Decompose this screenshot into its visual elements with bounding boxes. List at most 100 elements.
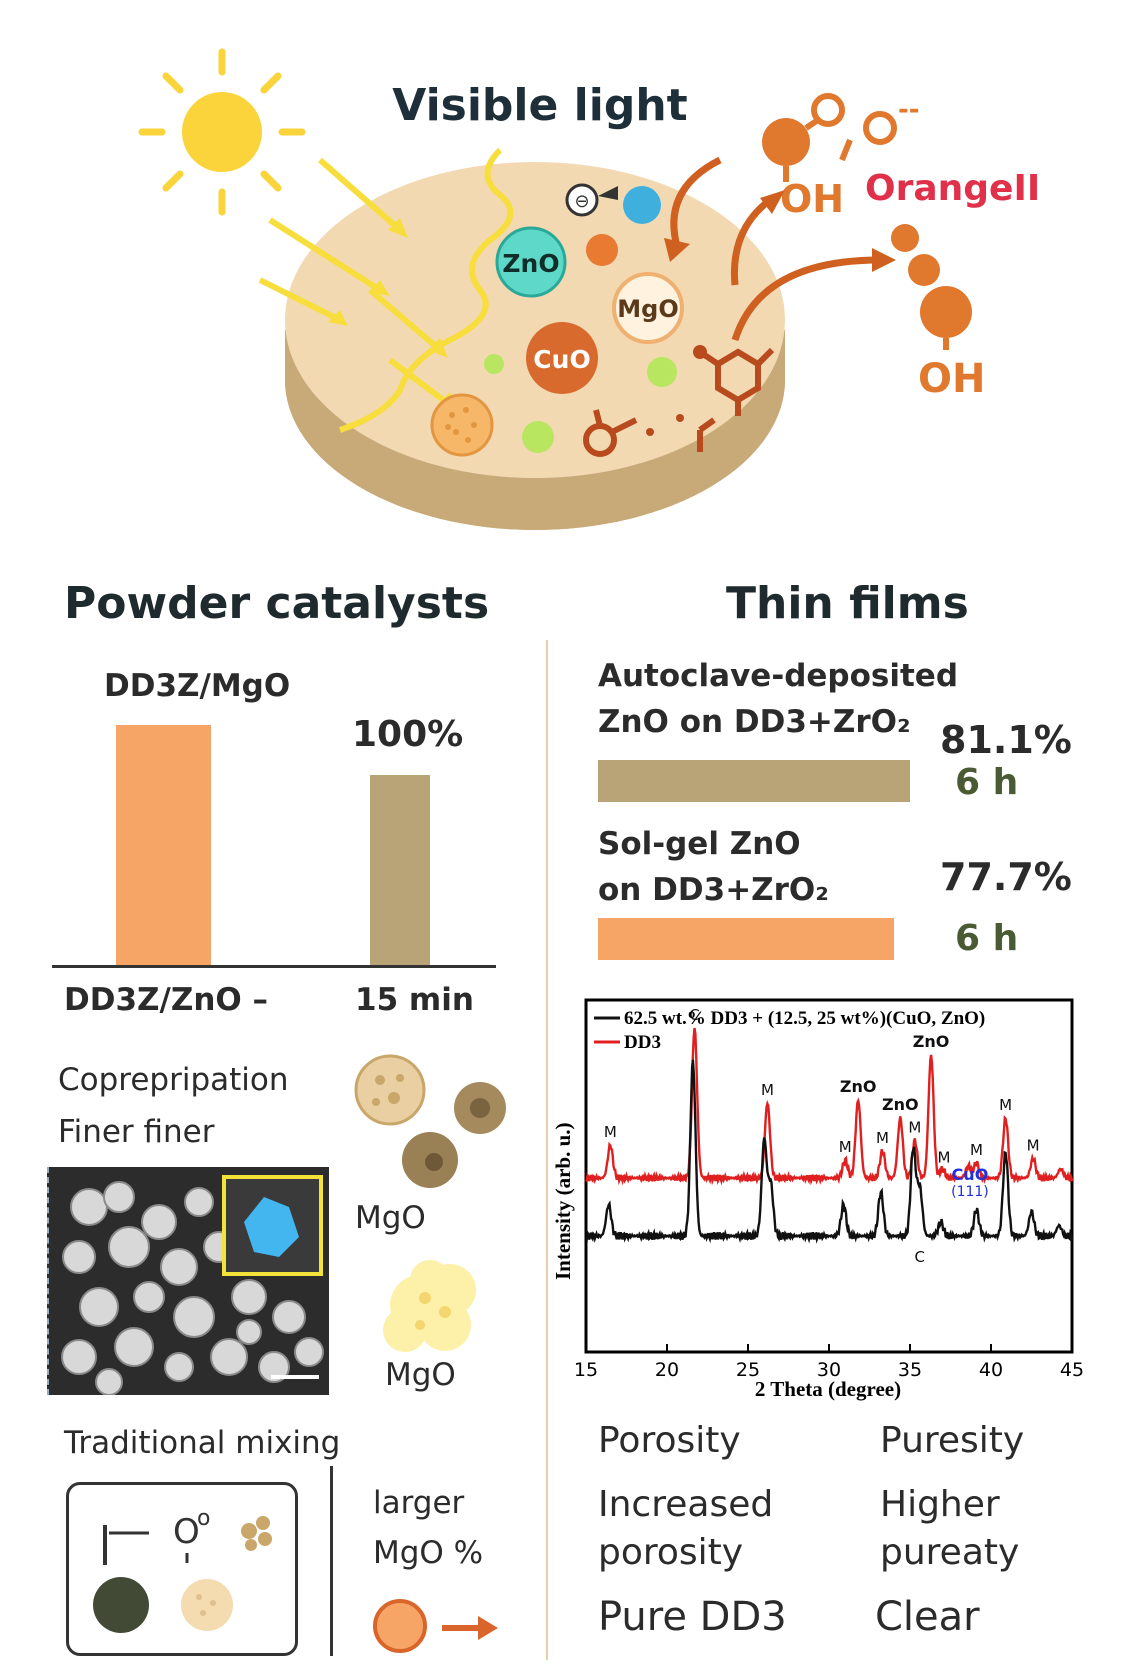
electron-arrow-icon: [598, 186, 618, 200]
zno-label: ZnO: [502, 249, 559, 278]
xrd-plot-frame: [584, 998, 1074, 1354]
clear-label: Clear: [875, 1594, 980, 1640]
film1-line1: Autoclave-deposited: [598, 658, 959, 694]
peak-annotation: ZnO: [882, 1095, 919, 1114]
svg-text:O: O: [173, 1512, 200, 1552]
x-tick-label: 15: [574, 1359, 598, 1381]
green-particle: [484, 354, 504, 374]
y-axis-label: Intensity (arb. u.): [551, 1122, 575, 1280]
mgo-porous-particle-icon: [354, 1054, 426, 1126]
dark-particle-icon: [93, 1577, 149, 1633]
reaction-arrows: [670, 156, 881, 342]
panel-divider: [546, 640, 548, 1660]
oh-radical-icon: [762, 118, 810, 182]
coprecip-label-2: Finer finer: [58, 1114, 215, 1150]
x-tick-label: 45: [1060, 1359, 1084, 1381]
dye-name-label: OrangeII: [865, 168, 1040, 209]
cuo-particle: [526, 322, 598, 394]
mgo-label: MgO: [617, 295, 678, 323]
cuo-label: CuO: [533, 345, 590, 374]
peak-annotation: M: [604, 1123, 617, 1141]
porosity-line1: Increased: [598, 1484, 774, 1525]
mgo-label-2: MgO: [385, 1357, 456, 1393]
film1-time: 6 h: [955, 762, 1019, 803]
film2-line1: Sol-gel ZnO: [598, 826, 801, 862]
hero-title: Visible light: [392, 80, 687, 131]
purity-line2: pureaty: [880, 1532, 1020, 1573]
larger-label-2: MgO %: [373, 1535, 484, 1571]
peak-annotation: M: [761, 1081, 774, 1099]
mgo-particle: [612, 272, 684, 344]
larger-arrow-icon: [373, 1599, 498, 1653]
hole-particle: [623, 186, 661, 224]
film2-value: 77.7%: [940, 855, 1072, 899]
porosity-heading: Porosity: [598, 1420, 741, 1461]
x-tick-label: 40: [979, 1359, 1003, 1381]
wavy-light: [339, 147, 514, 433]
sun-icon: [138, 48, 306, 216]
x-axis-label: 2 Theta (degree): [755, 1377, 901, 1401]
photocatalysis-diagram: ZnO MgO CuO ⊖ -- OH OrangeII: [138, 48, 1040, 530]
powder-bar-chart: [52, 720, 496, 965]
small-orange-particle: [586, 234, 618, 266]
x-label-left: DD3Z/ZnO –: [64, 982, 269, 1018]
peak-annotation: CuO: [952, 1165, 989, 1184]
cluster-icon: [241, 1516, 272, 1551]
peak-annotation: ZnO: [913, 1032, 950, 1051]
peak-annotation: M: [999, 1096, 1012, 1114]
porous-particle: [430, 393, 494, 457]
film1-bar: [598, 760, 910, 802]
larger-label-1: larger: [373, 1485, 465, 1521]
x-tick-label: 20: [655, 1359, 679, 1381]
peak-annotation: M: [938, 1149, 951, 1167]
powder-baseline: [52, 965, 496, 968]
mgo-flower-particle-icon: [383, 1260, 476, 1352]
superoxide-icon: [863, 111, 897, 145]
mgo-particles-illustration: [354, 1054, 506, 1352]
oh-label-2: OH: [918, 356, 985, 402]
light-arrows: [258, 157, 452, 408]
series-line-red: [585, 1027, 1074, 1186]
light-particle-icon: [181, 1579, 233, 1631]
svg-text:o: o: [197, 1506, 210, 1531]
electron-symbol: ⊖: [574, 191, 589, 212]
divider-vertical: [330, 1466, 333, 1656]
peak-annotation: (111): [951, 1184, 989, 1200]
peak-annotation: C: [689, 1006, 699, 1024]
trad-heading: Traditional mixing: [64, 1425, 341, 1461]
legend-label-red: DD3: [624, 1032, 661, 1053]
pure-dd3-label: Pure DD3: [598, 1594, 787, 1640]
peak-annotation: M: [876, 1129, 889, 1147]
peak-annotation: ZnO: [840, 1077, 877, 1096]
green-particle: [647, 357, 677, 387]
peak-annotation: M: [908, 1119, 921, 1137]
puresity-heading: Puresity: [880, 1420, 1025, 1461]
porosity-line2: porosity: [598, 1532, 744, 1573]
legend-label-black: 62.5 wt.% DD3 + (12.5, 25 wt%)(CuO, ZnO): [624, 1008, 985, 1029]
series-line-black: [585, 1059, 1074, 1244]
bar-top-label: DD3Z/MgO: [104, 668, 291, 704]
film2-time: 6 h: [955, 918, 1019, 959]
mgo-label-1: MgO: [355, 1200, 426, 1236]
x-tick-label: 30: [817, 1359, 841, 1381]
oh-label-1: OH: [780, 177, 844, 221]
hydroxyl-product-icon: [891, 224, 972, 338]
traditional-mixing-box: O o: [66, 1482, 298, 1656]
films-heading: Thin films: [726, 578, 969, 629]
film1-line2: ZnO on DD3+ZrO₂: [598, 704, 911, 740]
bar-value-label: 100%: [352, 714, 464, 755]
peak-annotation: M: [839, 1138, 852, 1156]
powder-heading: Powder catalysts: [64, 578, 490, 629]
film1-value: 81.1%: [940, 718, 1072, 762]
dye-molecule-icon: [583, 347, 775, 457]
superoxide-charge: --: [898, 95, 920, 125]
purity-line1: Higher: [880, 1484, 1000, 1525]
peak-annotation: C: [914, 1248, 924, 1266]
zno-particle: [495, 226, 567, 298]
film2-bar: [598, 918, 894, 960]
x-label-right: 15 min: [355, 982, 474, 1018]
electron-icon: [565, 183, 599, 217]
x-tick-label: 25: [736, 1359, 760, 1381]
peak-annotation: M: [1027, 1137, 1040, 1155]
